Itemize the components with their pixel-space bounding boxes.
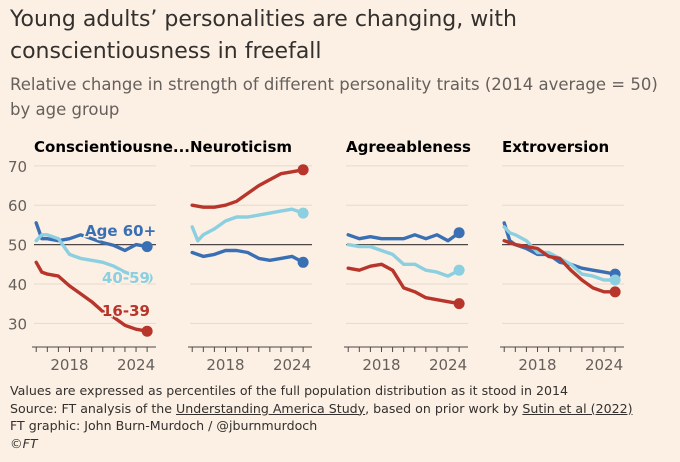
series-label-60-plus: Age 60+ <box>85 222 156 240</box>
series-line-extroversion-60-plus <box>502 221 617 276</box>
end-point-agreeableness-60-plus <box>453 227 465 239</box>
footer-credit: FT graphic: John Burn-Murdoch / @jburnmu… <box>10 418 318 433</box>
ft-copyright: ©FT <box>10 435 38 451</box>
end-point-agreeableness-40-59 <box>453 264 465 276</box>
series-line-extroversion-16-39 <box>502 238 617 294</box>
footer: Values are expressed as percentiles of t… <box>10 382 675 452</box>
x-tick-label: 2018 <box>50 356 88 374</box>
y-tick-label: 40 <box>8 276 27 294</box>
y-tick-label: 50 <box>8 237 27 255</box>
x-tick-label: 2024 <box>273 356 311 374</box>
end-point-conscientiousness-60-plus <box>141 241 153 253</box>
source-mid: , based on prior work by <box>365 400 523 416</box>
end-point-agreeableness-16-39 <box>453 298 465 310</box>
series-line-agreeableness-60-plus <box>346 231 461 243</box>
x-tick-label: 2018 <box>206 356 244 374</box>
end-point-neuroticism-40-59 <box>297 207 309 219</box>
y-tick-label: 60 <box>8 197 27 215</box>
chart-subtitle: Relative change in strength of different… <box>10 75 658 119</box>
end-point-conscientiousness-16-39 <box>141 325 153 337</box>
x-tick-label: 2018 <box>518 356 556 374</box>
series-line-agreeableness-40-59 <box>346 242 461 278</box>
series-line-agreeableness-16-39 <box>346 262 461 306</box>
small-multiples-chart: 30 40 50 60 70 2018 2024 2018 2024 2018 2024 2018 20… <box>8 158 624 374</box>
footer-note: Values are expressed as percentiles of t… <box>10 383 569 398</box>
end-point-neuroticism-16-39 <box>297 164 309 176</box>
series-label-16-39: 16-39 <box>102 302 150 320</box>
y-tick-label: 30 <box>8 315 27 333</box>
panel-title-agreeableness: Agreeableness <box>346 138 471 156</box>
series-line-extroversion-40-59 <box>502 225 617 282</box>
end-point-conscientiousness-40-59 <box>141 272 153 284</box>
end-point-extroversion-40-59 <box>609 274 621 286</box>
series-line-conscientiousness-40-59 <box>34 233 149 280</box>
series-line-neuroticism-40-59 <box>190 207 305 243</box>
series-label-40-59: 40-59 <box>102 269 150 287</box>
series-line-neuroticism-60-plus <box>190 248 305 265</box>
panel-title-extroversion: Extroversion <box>502 138 610 156</box>
source-link-uas[interactable]: Understanding America Study <box>176 400 366 416</box>
footer-source: Source: FT analysis of the Understanding… <box>10 400 675 418</box>
series-line-conscientiousness-60-plus <box>34 221 149 253</box>
series-line-conscientiousness-16-39 <box>34 260 149 333</box>
x-tick-label: 2024 <box>117 356 155 374</box>
panel-title-neuroticism: Neuroticism <box>190 138 293 156</box>
source-prefix: Source: FT analysis of the <box>10 400 177 416</box>
x-tick-label: 2024 <box>429 356 467 374</box>
x-tick-label: 2018 <box>362 356 400 374</box>
x-tick-label: 2024 <box>585 356 623 374</box>
end-point-extroversion-16-39 <box>609 286 621 298</box>
series-line-neuroticism-16-39 <box>190 168 305 209</box>
source-link-sutin[interactable]: Sutin et al (2022) <box>522 400 633 416</box>
panel-title-conscientiousness: Conscientiousne... <box>34 138 190 156</box>
y-tick-label: 70 <box>8 158 27 176</box>
end-point-neuroticism-60-plus <box>297 256 309 268</box>
chart-title: Young adults’ personalities are changing… <box>10 7 517 64</box>
